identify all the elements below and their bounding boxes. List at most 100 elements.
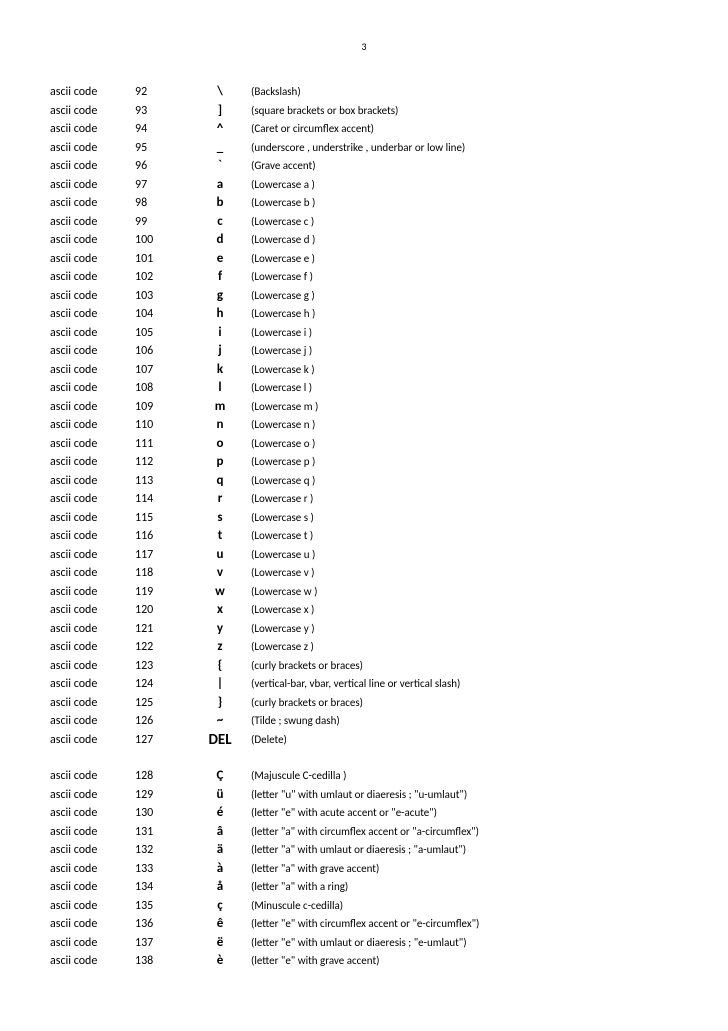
row-description: (underscore , understrike , underbar or …: [245, 139, 465, 158]
row-description: (Lowercase a ): [245, 176, 315, 195]
row-char: b: [195, 194, 245, 213]
row-label: ascii code: [50, 268, 135, 287]
row-char: f: [195, 268, 245, 287]
row-description: (curly brackets or braces): [245, 657, 363, 676]
row-description: (Lowercase c ): [245, 213, 314, 232]
table-row: ascii code138è(letter "e" with grave acc…: [50, 952, 678, 971]
table-row: ascii code104h(Lowercase h ): [50, 305, 678, 324]
table-row: ascii code92\(Backslash): [50, 83, 678, 102]
row-code: 106: [135, 342, 195, 361]
row-label: ascii code: [50, 102, 135, 121]
table-row: ascii code113q(Lowercase q ): [50, 472, 678, 491]
row-code: 110: [135, 416, 195, 435]
row-char: å: [195, 878, 245, 897]
row-label: ascii code: [50, 435, 135, 454]
table-row: ascii code97a(Lowercase a ): [50, 176, 678, 195]
row-label: ascii code: [50, 952, 135, 971]
row-label: ascii code: [50, 786, 135, 805]
row-code: 127: [135, 731, 195, 750]
row-description: (Tilde ; swung dash): [245, 712, 340, 731]
row-label: ascii code: [50, 620, 135, 639]
row-description: (letter "a" with umlaut or diaeresis ; "…: [245, 841, 466, 860]
table-row: ascii code124|(vertical-bar, vbar, verti…: [50, 675, 678, 694]
table-row: ascii code133à(letter "a" with grave acc…: [50, 860, 678, 879]
row-char: |: [195, 675, 245, 694]
row-label: ascii code: [50, 638, 135, 657]
row-description: (Lowercase b ): [245, 194, 315, 213]
row-description: (Lowercase v ): [245, 564, 315, 583]
table-row: ascii code121y(Lowercase y ): [50, 620, 678, 639]
row-code: 138: [135, 952, 195, 971]
row-char: é: [195, 804, 245, 823]
row-description: (Lowercase z ): [245, 638, 314, 657]
row-char: t: [195, 527, 245, 546]
table-row: ascii code136ê(letter "e" with circumfle…: [50, 915, 678, 934]
row-char: e: [195, 250, 245, 269]
row-code: 131: [135, 823, 195, 842]
row-description: (Lowercase r ): [245, 490, 313, 509]
ascii-table: ascii code92\(Backslash)ascii code93](sq…: [50, 83, 678, 971]
table-row: ascii code96`(Grave accent): [50, 157, 678, 176]
table-row: ascii code123{(curly brackets or braces): [50, 657, 678, 676]
row-char: Ç: [195, 767, 245, 786]
row-label: ascii code: [50, 472, 135, 491]
row-label: ascii code: [50, 804, 135, 823]
row-description: (Backslash): [245, 83, 301, 102]
row-label: ascii code: [50, 361, 135, 380]
row-label: ascii code: [50, 897, 135, 916]
row-label: ascii code: [50, 83, 135, 102]
row-code: 135: [135, 897, 195, 916]
row-char: q: [195, 472, 245, 491]
row-char: v: [195, 564, 245, 583]
row-label: ascii code: [50, 379, 135, 398]
row-label: ascii code: [50, 694, 135, 713]
row-code: 92: [135, 83, 195, 102]
table-row: ascii code93](square brackets or box bra…: [50, 102, 678, 121]
row-description: (letter "e" with circumflex accent or "e…: [245, 915, 479, 934]
row-char: r: [195, 490, 245, 509]
row-char: _: [195, 139, 245, 158]
row-char: è: [195, 952, 245, 971]
table-row: ascii code122z(Lowercase z ): [50, 638, 678, 657]
row-label: ascii code: [50, 250, 135, 269]
row-char: a: [195, 176, 245, 195]
table-row: ascii code112p(Lowercase p ): [50, 453, 678, 472]
row-code: 111: [135, 435, 195, 454]
row-description: (letter "a" with grave accent): [245, 860, 379, 879]
row-char: i: [195, 324, 245, 343]
row-char: g: [195, 287, 245, 306]
row-code: 108: [135, 379, 195, 398]
row-description: (Grave accent): [245, 157, 316, 176]
row-description: (Lowercase g ): [245, 287, 315, 306]
row-char: ü: [195, 786, 245, 805]
row-code: 122: [135, 638, 195, 657]
row-code: 100: [135, 231, 195, 250]
row-char: u: [195, 546, 245, 565]
row-char: l: [195, 379, 245, 398]
row-description: (Lowercase u ): [245, 546, 315, 565]
row-description: (Lowercase i ): [245, 324, 312, 343]
row-label: ascii code: [50, 176, 135, 195]
row-char: ç: [195, 897, 245, 916]
table-row: ascii code102f(Lowercase f ): [50, 268, 678, 287]
row-description: (Lowercase e ): [245, 250, 315, 269]
row-code: 94: [135, 120, 195, 139]
row-description: (Lowercase o ): [245, 435, 315, 454]
row-label: ascii code: [50, 157, 135, 176]
row-char: ^: [195, 120, 245, 139]
table-row: ascii code126~(Tilde ; swung dash): [50, 712, 678, 731]
row-description: (Lowercase t ): [245, 527, 313, 546]
table-row: ascii code101e(Lowercase e ): [50, 250, 678, 269]
row-label: ascii code: [50, 546, 135, 565]
row-code: 123: [135, 657, 195, 676]
row-code: 104: [135, 305, 195, 324]
row-code: 95: [135, 139, 195, 158]
row-char: ä: [195, 841, 245, 860]
row-label: ascii code: [50, 527, 135, 546]
row-code: 125: [135, 694, 195, 713]
row-char: x: [195, 601, 245, 620]
row-char: n: [195, 416, 245, 435]
row-char: ê: [195, 915, 245, 934]
table-row: ascii code105i(Lowercase i ): [50, 324, 678, 343]
row-label: ascii code: [50, 934, 135, 953]
